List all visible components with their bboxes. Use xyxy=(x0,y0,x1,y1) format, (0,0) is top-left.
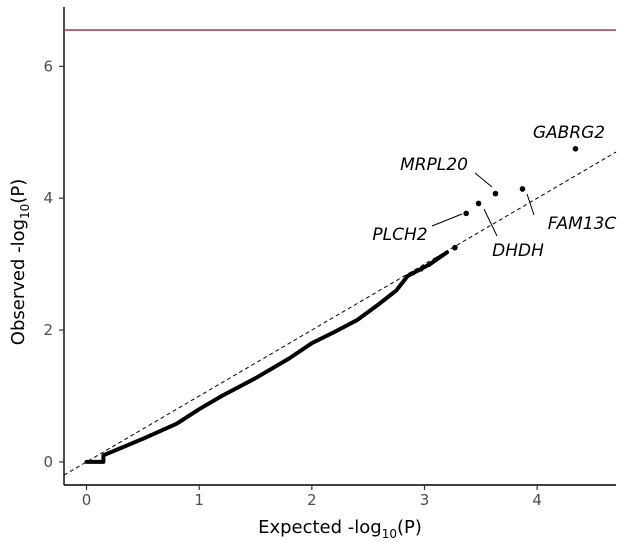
axes: 0 1 2 3 4 0 2 4 6 xyxy=(43,7,616,509)
x-tick-label: 3 xyxy=(420,491,430,509)
gene-point-mrpl20 xyxy=(492,190,499,197)
gene-label-mrpl20: MRPL20 xyxy=(400,155,468,175)
gene-label-gabrg2: GABRG2 xyxy=(533,123,605,143)
x-axis-title: Expected -log10(P) xyxy=(258,517,422,541)
gene-label-fam13c: FAM13C xyxy=(548,214,617,234)
x-tick-label: 4 xyxy=(532,491,542,509)
plot-marks xyxy=(63,29,617,476)
qq-point xyxy=(435,255,441,261)
y-tick-label: 0 xyxy=(43,453,53,471)
x-tick-label: 2 xyxy=(307,491,317,509)
y-tick-label: 2 xyxy=(43,321,53,339)
gene-point-gabrg2 xyxy=(572,145,579,152)
label-leader-line xyxy=(483,208,498,237)
gene-label-plch2: PLCH2 xyxy=(372,225,427,245)
gene-point-fam13c xyxy=(519,186,526,192)
qq-point xyxy=(426,262,432,267)
gene-point-dhdh xyxy=(475,200,482,207)
qq-point xyxy=(452,244,458,251)
gene-label-dhdh: DHDH xyxy=(492,241,544,261)
label-leader-line xyxy=(431,213,463,227)
x-tick-label: 1 xyxy=(194,491,204,509)
label-leader-line xyxy=(474,172,493,188)
label-leader-line xyxy=(526,193,535,216)
x-tick-label: 0 xyxy=(82,491,92,509)
expected-diagonal-line xyxy=(63,151,617,476)
y-axis-title: Observed -log10(P) xyxy=(8,179,32,345)
gene-point-plch2 xyxy=(463,210,469,217)
qq-point xyxy=(411,271,416,276)
gene-labels: PLCH2 DHDH MRPL20 FAM13C GABRG2 xyxy=(372,123,616,261)
qq-point xyxy=(418,267,424,272)
y-tick-label: 4 xyxy=(43,189,53,207)
qq-points-curve xyxy=(84,250,449,464)
y-tick-label: 6 xyxy=(43,57,53,75)
